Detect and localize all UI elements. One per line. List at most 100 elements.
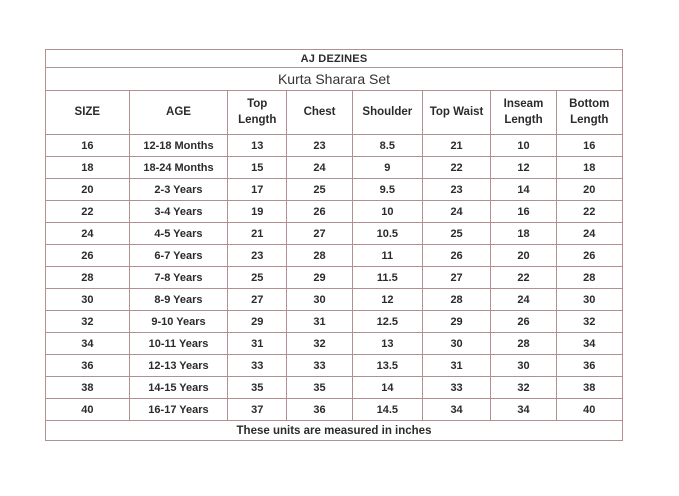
table-cell: 23: [421, 178, 492, 201]
table-cell: 32: [286, 332, 353, 355]
table-cell: 23: [227, 244, 288, 267]
table-cell: 26: [45, 244, 130, 267]
size-chart-table: AJ DEZINES Kurta Sharara Set SIZE AGE Top …: [45, 49, 624, 441]
table-cell: 27: [421, 266, 492, 289]
column-header: Inseam Length: [490, 90, 557, 135]
table-cell: 9.5: [351, 178, 423, 201]
table-cell: 25: [286, 178, 353, 201]
table-cell: 13: [227, 134, 288, 157]
table-cell: 36: [45, 354, 130, 377]
table-cell: 36: [286, 398, 353, 421]
table-cell: 34: [490, 398, 557, 421]
table-cell: 4-5 Years: [128, 222, 229, 245]
table-cell: 16: [490, 200, 557, 223]
table-cell: 26: [421, 244, 492, 267]
table-row: 20 2-3 Years 17 25 9.5 23 14 20: [45, 178, 624, 201]
table-cell: 33: [227, 354, 288, 377]
table-cell: 27: [286, 222, 353, 245]
footer-note: These units are measured in inches: [45, 420, 623, 441]
column-header-row: SIZE AGE Top Length Chest Shoulder Top Waist I…: [45, 90, 624, 135]
table-cell: 29: [286, 266, 353, 289]
footer-row: These units are measured in inches: [45, 420, 623, 441]
table-cell: 14.5: [351, 398, 423, 421]
table-row: 16 12-18 Months 13 23 8.5 21 10 16: [45, 134, 624, 157]
table-cell: 20: [45, 178, 130, 201]
table-cell: 28: [45, 266, 130, 289]
column-header: Top Length: [227, 90, 288, 135]
table-cell: 30: [421, 332, 492, 355]
table-cell: 14-15 Years: [128, 376, 229, 399]
product-subtitle: Kurta Sharara Set: [45, 67, 623, 91]
table-cell: 29: [227, 310, 288, 333]
table-cell: 28: [490, 332, 557, 355]
table-row: 34 10-11 Years 31 32 13 30 28 34: [45, 332, 624, 355]
table-cell: 24: [45, 222, 130, 245]
table-cell: 13.5: [351, 354, 423, 377]
table-cell: 26: [286, 200, 353, 223]
table-row: 38 14-15 Years 35 35 14 33 32 38: [45, 376, 624, 399]
table-cell: 17: [227, 178, 288, 201]
table-cell: 18: [555, 156, 624, 179]
table-cell: 22: [421, 156, 492, 179]
table-cell: 21: [421, 134, 492, 157]
table-cell: 10: [490, 134, 557, 157]
table-cell: 29: [421, 310, 492, 333]
table-cell: 9: [351, 156, 423, 179]
table-cell: 33: [421, 376, 492, 399]
table-cell: 33: [286, 354, 353, 377]
table-row: 18 18-24 Months 15 24 9 22 12 18: [45, 156, 624, 179]
table-cell: 28: [555, 266, 624, 289]
table-cell: 30: [490, 354, 557, 377]
table-cell: 25: [227, 266, 288, 289]
table-cell: 24: [490, 288, 557, 311]
table-cell: 18: [45, 156, 130, 179]
table-cell: 30: [45, 288, 130, 311]
subtitle-row: Kurta Sharara Set: [45, 67, 623, 91]
table-cell: 10.5: [351, 222, 423, 245]
table-cell: 22: [45, 200, 130, 223]
column-header: AGE: [128, 90, 229, 135]
table-cell: 7-8 Years: [128, 266, 229, 289]
table-cell: 25: [421, 222, 492, 245]
table-cell: 13: [351, 332, 423, 355]
table-cell: 9-10 Years: [128, 310, 229, 333]
table-cell: 16: [555, 134, 624, 157]
table-cell: 11.5: [351, 266, 423, 289]
table-cell: 32: [45, 310, 130, 333]
table-cell: 34: [555, 332, 624, 355]
table-cell: 19: [227, 200, 288, 223]
table-cell: 24: [555, 222, 624, 245]
table-row: 30 8-9 Years 27 30 12 28 24 30: [45, 288, 624, 311]
table-cell: 32: [490, 376, 557, 399]
table-cell: 28: [286, 244, 353, 267]
table-cell: 12: [490, 156, 557, 179]
table-cell: 34: [45, 332, 130, 355]
table-cell: 30: [286, 288, 353, 311]
table-cell: 22: [555, 200, 624, 223]
table-cell: 31: [227, 332, 288, 355]
table-cell: 15: [227, 156, 288, 179]
table-cell: 20: [555, 178, 624, 201]
table-cell: 21: [227, 222, 288, 245]
column-header: SIZE: [45, 90, 130, 135]
table-row: 26 6-7 Years 23 28 11 26 20 26: [45, 244, 624, 267]
column-header: Shoulder: [351, 90, 423, 135]
table-cell: 18-24 Months: [128, 156, 229, 179]
table-cell: 12-18 Months: [128, 134, 229, 157]
table-cell: 8-9 Years: [128, 288, 229, 311]
table-cell: 2-3 Years: [128, 178, 229, 201]
table-cell: 37: [227, 398, 288, 421]
table-cell: 26: [555, 244, 624, 267]
table-row: 36 12-13 Years 33 33 13.5 31 30 36: [45, 354, 624, 377]
table-cell: 24: [286, 156, 353, 179]
column-header: Top Waist: [421, 90, 492, 135]
table-cell: 35: [286, 376, 353, 399]
table-cell: 10: [351, 200, 423, 223]
brand-row: AJ DEZINES: [45, 49, 623, 68]
table-cell: 16: [45, 134, 130, 157]
table-cell: 10-11 Years: [128, 332, 229, 355]
table-cell: 30: [555, 288, 624, 311]
table-cell: 8.5: [351, 134, 423, 157]
table-cell: 31: [286, 310, 353, 333]
